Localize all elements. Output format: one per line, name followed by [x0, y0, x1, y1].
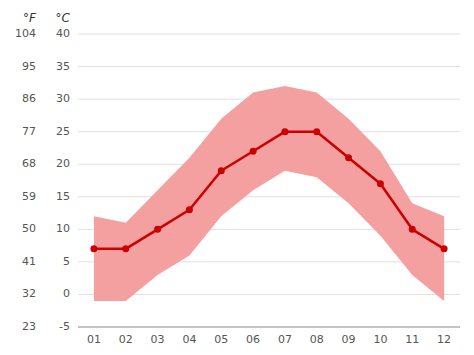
y-tick-label: -5: [59, 320, 70, 333]
grid-line: [78, 66, 460, 67]
chart: -50510152025303540233241505968778695104°…: [0, 0, 474, 355]
point: [409, 226, 416, 233]
y-axis-label: °C: [56, 11, 71, 25]
line: [94, 132, 444, 249]
y2-tick-label: 59: [22, 190, 36, 203]
x-tick-label: 06: [246, 333, 260, 346]
y2-axis-label: °F: [23, 11, 37, 25]
grid-line: [78, 327, 460, 328]
x-tick-label: 07: [278, 333, 292, 346]
x-tick-label: 03: [151, 333, 165, 346]
grid-line: [78, 34, 460, 35]
point: [90, 245, 97, 252]
y-tick-label: 40: [56, 27, 70, 40]
x-tick-label: 08: [310, 333, 324, 346]
x-tick-label: 11: [405, 333, 419, 346]
point: [154, 226, 161, 233]
point: [441, 245, 448, 252]
x-tick-label: 10: [373, 333, 387, 346]
x-tick-label: 01: [87, 333, 101, 346]
y2-tick-label: 23: [22, 320, 36, 333]
y2-tick-label: 86: [22, 92, 36, 105]
x-tick-label: 12: [437, 333, 451, 346]
y-tick-label: 10: [56, 222, 70, 235]
plot-area: [90, 86, 447, 301]
x-tick-label: 02: [119, 333, 133, 346]
x-tick-label: 04: [182, 333, 196, 346]
x-tick-label: 05: [214, 333, 228, 346]
y-tick-label: 0: [63, 287, 70, 300]
point: [281, 128, 288, 135]
x-axis-line: [78, 327, 460, 328]
point: [345, 154, 352, 161]
y-tick-label: 5: [63, 255, 70, 268]
point: [218, 167, 225, 174]
y2-tick-label: 77: [22, 125, 36, 138]
y2-tick-label: 32: [22, 287, 36, 300]
x-tick-label: 09: [342, 333, 356, 346]
range-band: [94, 86, 444, 301]
chart-container: -50510152025303540233241505968778695104°…: [0, 0, 474, 355]
point: [313, 128, 320, 135]
y-tick-label: 20: [56, 157, 70, 170]
point: [186, 206, 193, 213]
y-tick-label: 15: [56, 190, 70, 203]
y2-tick-label: 95: [22, 60, 36, 73]
y2-tick-label: 50: [22, 222, 36, 235]
point: [250, 148, 257, 155]
y2-tick-label: 68: [22, 157, 36, 170]
point: [122, 245, 129, 252]
grid-line: [78, 294, 460, 295]
y2-tick-label: 104: [15, 27, 36, 40]
y-tick-label: 35: [56, 60, 70, 73]
y2-tick-label: 41: [22, 255, 36, 268]
point: [377, 180, 384, 187]
y-tick-label: 25: [56, 125, 70, 138]
y-tick-label: 30: [56, 92, 70, 105]
